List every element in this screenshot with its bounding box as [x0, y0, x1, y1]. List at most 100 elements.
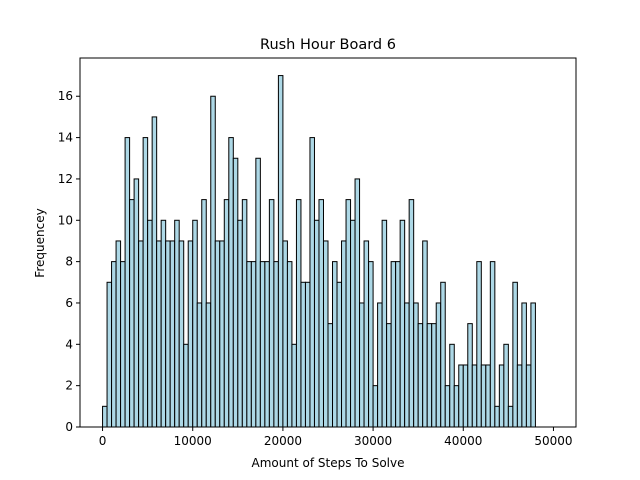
histogram-bar — [120, 261, 126, 428]
histogram-bar — [354, 178, 361, 428]
histogram-bar — [102, 405, 108, 428]
y-tick-label: 10 — [58, 213, 73, 227]
histogram-bar — [521, 302, 527, 428]
histogram-bar — [426, 323, 433, 428]
histogram-bar — [372, 385, 379, 428]
histogram-bar — [417, 323, 424, 428]
x-tick-label: 50000 — [534, 434, 572, 448]
x-tick-label: 20000 — [264, 434, 302, 448]
histogram-bar — [259, 261, 266, 428]
histogram-bar — [467, 323, 473, 428]
histogram-bar — [422, 240, 428, 428]
histogram-bar — [336, 281, 343, 428]
y-axis-ticks: 0 2 4 6 8 10 12 14 16 — [58, 89, 80, 434]
histogram-bar — [489, 261, 496, 428]
histogram-bar — [449, 343, 455, 428]
y-axis-label: Frequencey — [33, 208, 47, 277]
histogram-bar — [498, 364, 505, 428]
histogram-bar — [138, 240, 144, 428]
histogram-bar — [399, 219, 406, 428]
histogram-bar — [359, 302, 365, 428]
histogram-bar — [453, 385, 460, 428]
histogram-bar — [187, 240, 194, 428]
x-axis-ticks: 0 10000 20000 30000 40000 50000 — [99, 427, 573, 448]
histogram-bar — [223, 199, 230, 428]
histogram-bar — [106, 281, 113, 428]
histogram-bar — [124, 137, 131, 428]
y-tick-label: 14 — [58, 131, 73, 145]
histogram-bar — [174, 219, 180, 428]
histogram-bar — [458, 364, 464, 428]
histogram-bar — [205, 302, 212, 428]
histogram-bar — [196, 302, 203, 428]
histogram-bar — [377, 302, 383, 428]
histogram-bar — [313, 219, 320, 428]
histogram-bar — [503, 343, 509, 428]
chart-title: Rush Hour Board 6 — [260, 37, 396, 53]
y-tick-label: 8 — [65, 255, 73, 269]
histogram-bar — [341, 240, 347, 428]
x-tick-label: 0 — [99, 434, 107, 448]
y-tick-label: 6 — [65, 296, 73, 310]
histogram-bar — [133, 178, 140, 428]
x-tick-label: 40000 — [444, 434, 482, 448]
histogram-bar — [183, 343, 189, 428]
histogram-bar — [111, 261, 117, 428]
histogram-bar — [178, 240, 185, 428]
histogram-bar — [255, 157, 261, 428]
histogram-bar — [444, 385, 451, 428]
histogram-bar — [413, 302, 419, 428]
histogram-bar — [282, 240, 288, 428]
histogram-bar — [390, 261, 397, 428]
histogram-bar — [219, 240, 225, 428]
histogram-bar — [381, 219, 388, 428]
y-tick-label: 2 — [65, 379, 73, 393]
histogram-bar — [165, 240, 171, 428]
x-axis-label: Amount of Steps To Solve — [252, 456, 405, 470]
histogram-bar — [322, 240, 329, 428]
histogram-bar — [480, 364, 487, 428]
histogram-bar — [386, 323, 392, 428]
histogram-bar — [268, 199, 275, 428]
histogram-bar — [169, 240, 176, 428]
histogram-bar — [516, 364, 523, 428]
histogram-bar — [440, 281, 446, 428]
y-tick-label: 16 — [58, 89, 73, 103]
x-tick-label: 30000 — [354, 434, 392, 448]
histogram-bar — [273, 261, 279, 428]
histogram-bar — [494, 405, 500, 428]
histogram-bar — [485, 364, 491, 428]
y-tick-label: 12 — [58, 172, 73, 186]
histogram-bar — [192, 219, 198, 428]
histogram-bar — [309, 137, 315, 428]
histogram-bar — [291, 343, 297, 428]
y-tick-label: 0 — [65, 420, 73, 434]
histogram-bar — [228, 137, 234, 428]
histogram-bar — [147, 219, 153, 428]
histogram-bar — [476, 261, 482, 428]
histogram-bar — [241, 199, 248, 428]
histogram-bar — [525, 364, 532, 428]
histogram-bar — [404, 302, 410, 428]
histogram-bar — [435, 302, 442, 428]
histogram-bar — [214, 240, 221, 428]
histogram-bar — [530, 302, 536, 428]
histogram-bar — [210, 95, 216, 428]
histogram-bar — [363, 240, 370, 428]
histogram-bar — [507, 405, 514, 428]
histogram-bar — [277, 75, 284, 428]
plot-frame — [79, 57, 577, 428]
histogram-bar — [295, 199, 302, 428]
histogram-bar — [115, 240, 122, 428]
histogram-bar — [471, 364, 478, 428]
histogram-bar — [201, 199, 207, 428]
histogram-bar — [408, 199, 415, 428]
histogram-bar — [395, 261, 401, 428]
histogram-bar — [431, 323, 437, 428]
histogram-bar — [264, 261, 270, 428]
histogram-bar — [129, 199, 135, 428]
histogram-bar — [250, 261, 257, 428]
histogram-bar — [327, 323, 334, 428]
histogram-bar — [300, 281, 306, 428]
